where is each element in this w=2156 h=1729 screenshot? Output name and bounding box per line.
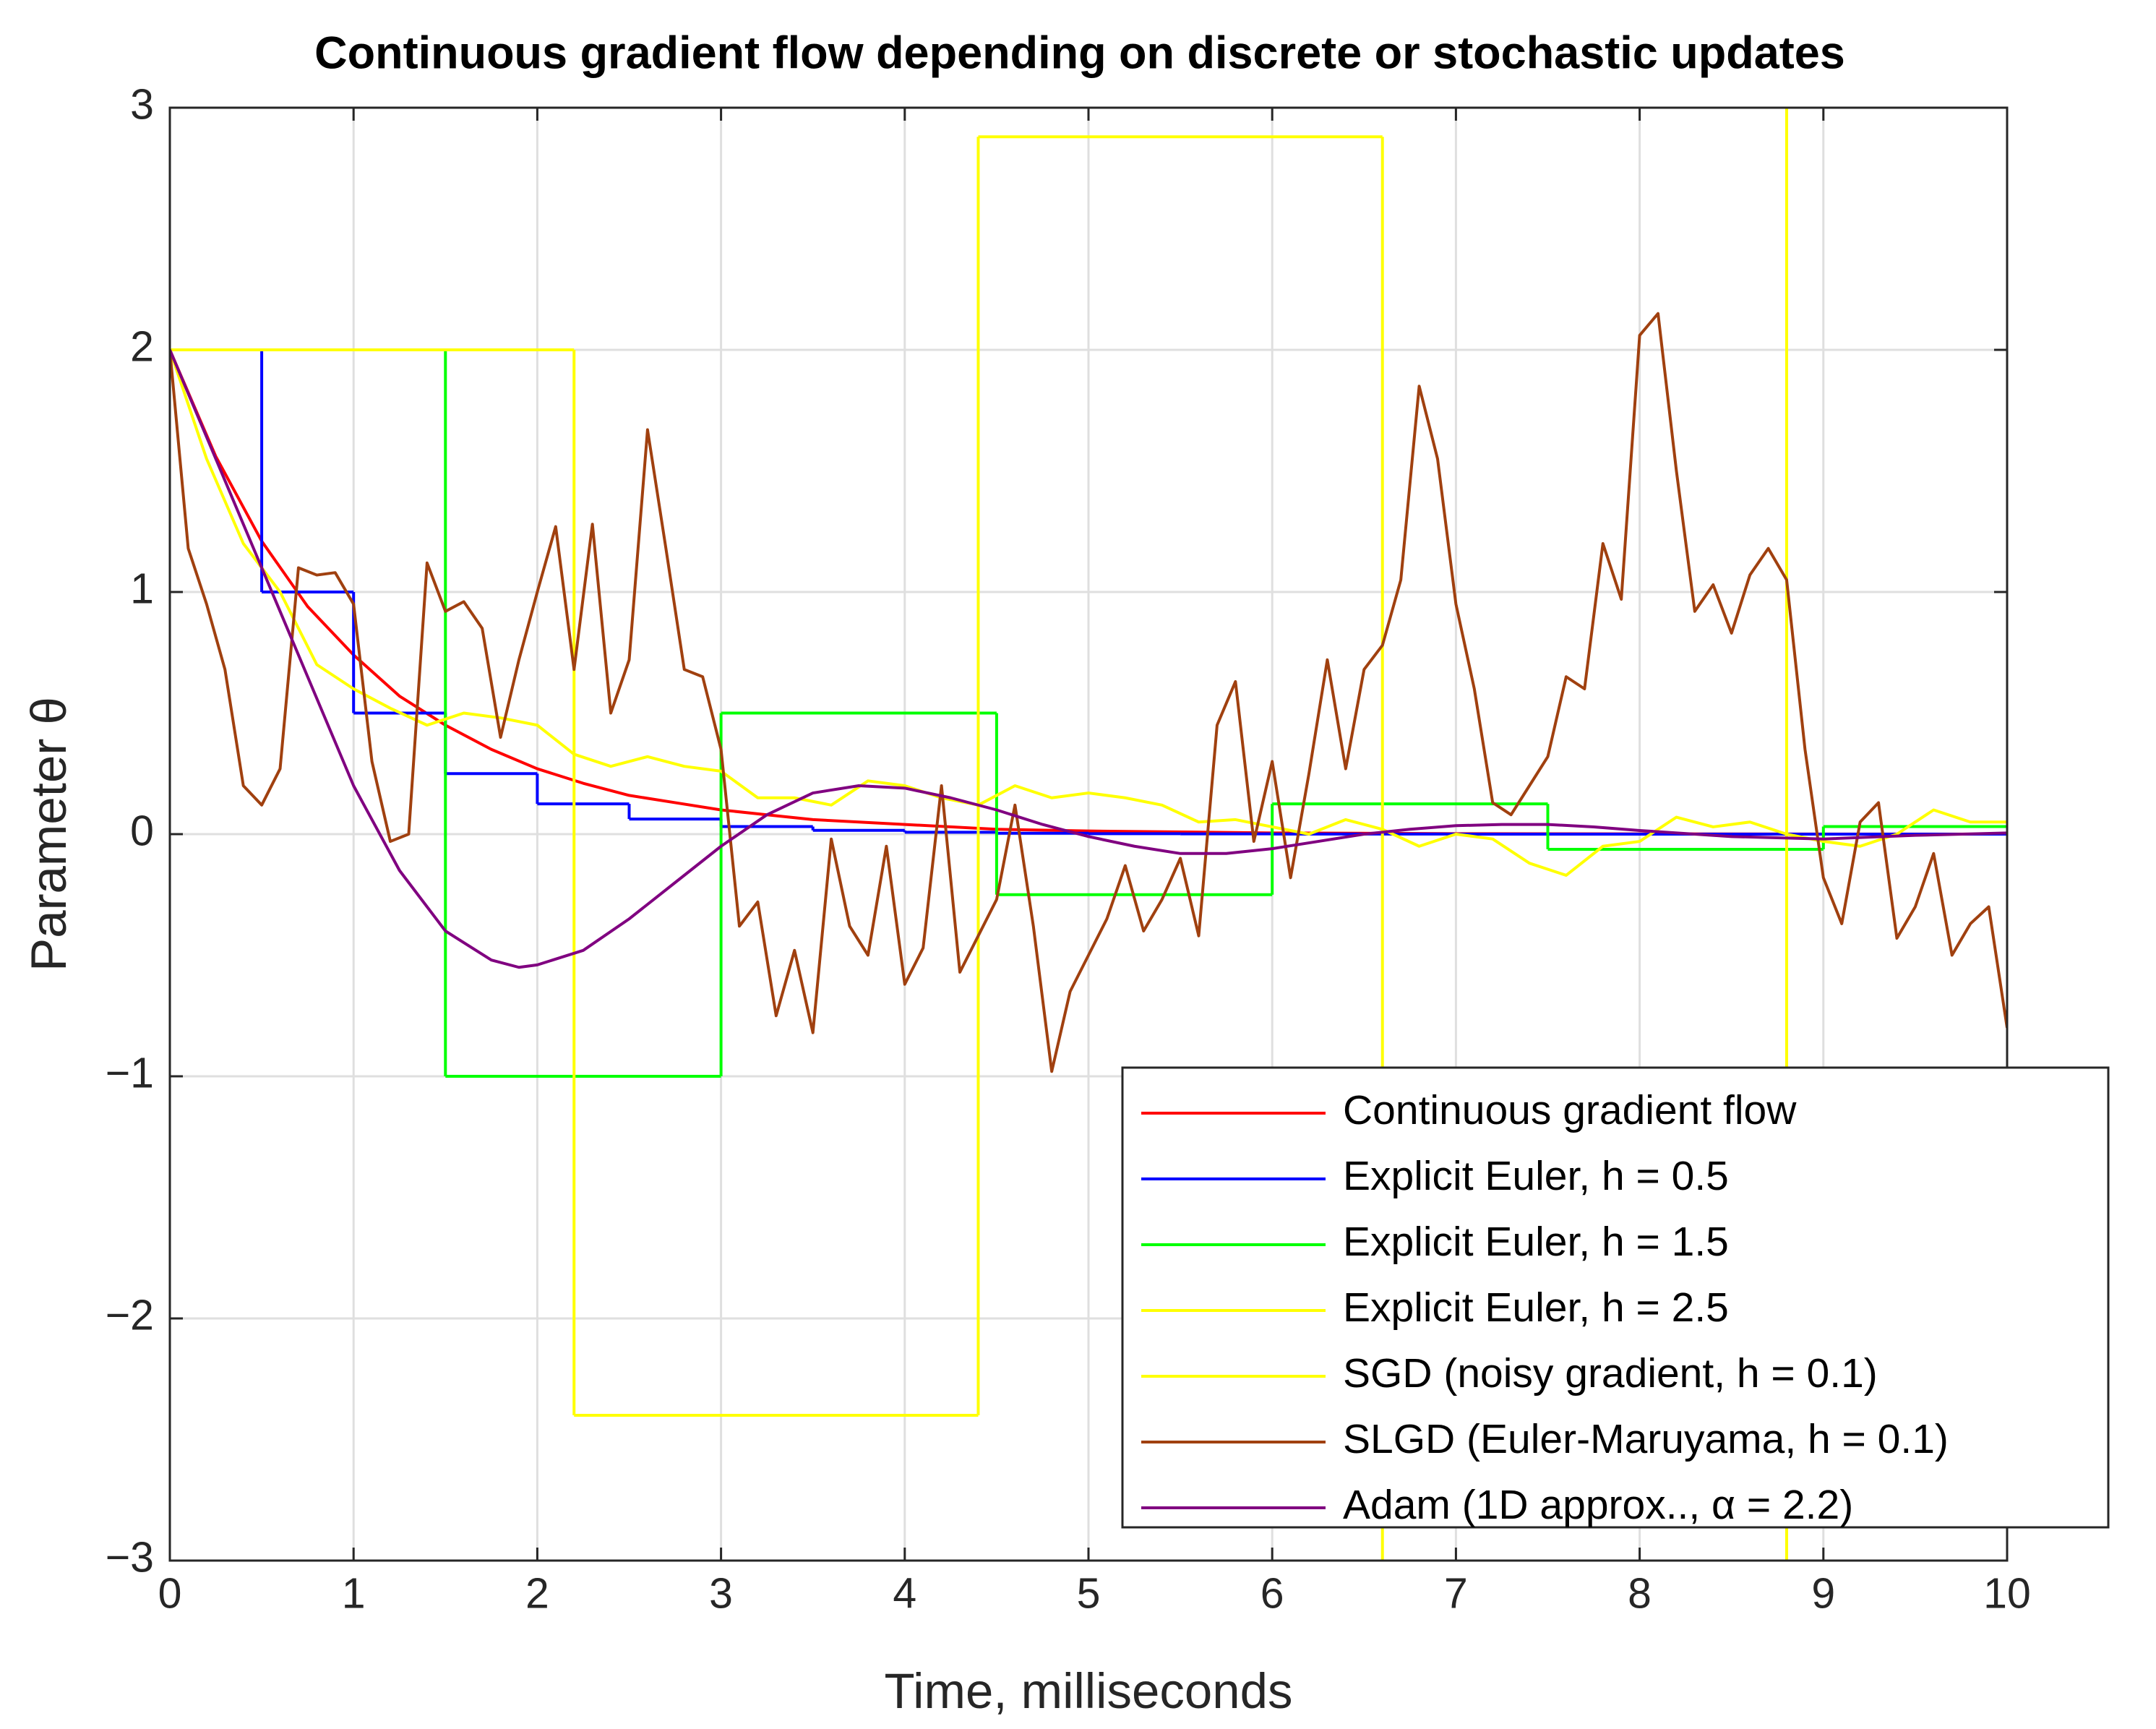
y-axis-label: Parameter θ (21, 697, 77, 971)
y-tick-label: 1 (130, 565, 154, 613)
x-tick-label: 3 (709, 1570, 733, 1618)
y-tick-label: −3 (106, 1534, 154, 1582)
legend-box (1121, 1066, 2110, 1529)
legend-label: Adam (1D approx.., α = 2.2) (1343, 1482, 1853, 1528)
x-tick-label: 0 (158, 1570, 182, 1618)
y-tick-label: 2 (130, 323, 154, 371)
y-tick-label: −1 (106, 1050, 154, 1097)
x-tick-label: 1 (342, 1570, 366, 1618)
x-tick-label: 5 (1077, 1570, 1101, 1618)
x-tick-label: 6 (1260, 1570, 1284, 1618)
legend-label: Explicit Euler, h = 2.5 (1343, 1284, 1729, 1331)
legend-label: SLGD (Euler-Maruyama, h = 0.1) (1343, 1416, 1949, 1462)
series-line (170, 312, 2007, 1073)
x-axis-label: Time, milliseconds (885, 1663, 1293, 1719)
axes-box (168, 106, 2009, 1562)
series-line (170, 349, 2007, 877)
x-tick-label: 8 (1628, 1570, 1652, 1618)
legend-label: SGD (noisy gradient, h = 0.1) (1343, 1350, 1878, 1396)
x-tick-label: 9 (1811, 1570, 1835, 1618)
x-tick-label: 2 (525, 1570, 549, 1618)
legend-label: Explicit Euler, h = 1.5 (1343, 1219, 1729, 1265)
series-line (170, 349, 2007, 969)
x-tick-label: 4 (893, 1570, 916, 1618)
chart-title: Continuous gradient flow depending on di… (314, 28, 1845, 79)
y-tick-label: −2 (106, 1292, 154, 1339)
legend-label: Explicit Euler, h = 0.5 (1343, 1153, 1729, 1199)
series-line (170, 349, 2007, 836)
y-tick-label: 0 (130, 807, 154, 855)
x-tick-label: 7 (1444, 1570, 1468, 1618)
y-tick-label: 3 (130, 81, 154, 129)
x-tick-label: 10 (1983, 1570, 2031, 1618)
legend-label: Continuous gradient flow (1343, 1087, 1797, 1133)
